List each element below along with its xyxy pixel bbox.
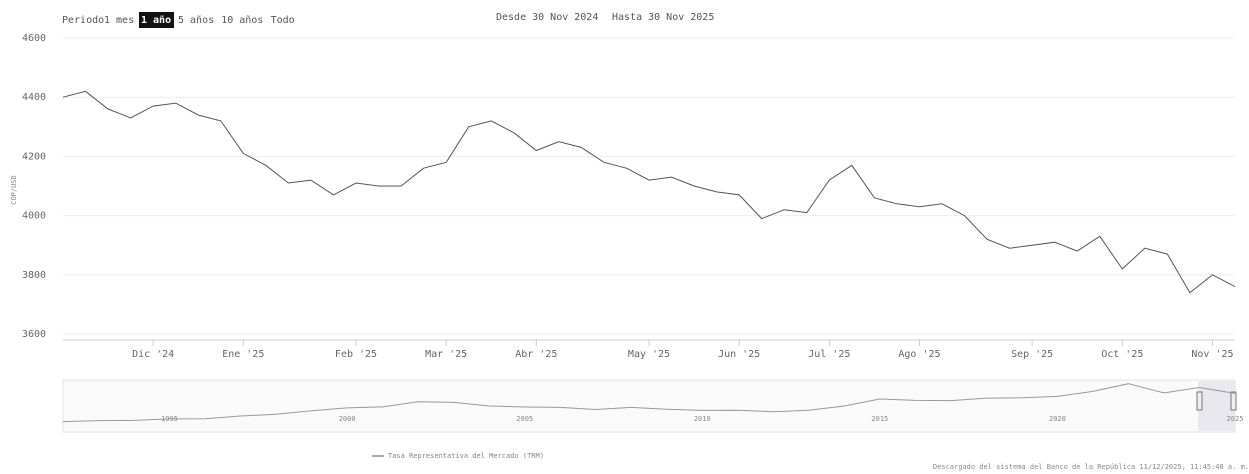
y-tick-label: 3600 <box>22 329 46 340</box>
range-button[interactable]: 1 mes <box>104 15 134 26</box>
range-button-bg[interactable] <box>139 12 174 28</box>
x-tick-label: Abr '25 <box>515 349 557 360</box>
x-tick-label: Feb '25 <box>335 349 377 360</box>
x-tick-label: Ene '25 <box>222 349 264 360</box>
navigator-label: 1995 <box>161 415 178 423</box>
y-axis-label: COP/USD <box>10 175 18 205</box>
navigator-line <box>62 383 1236 423</box>
navigator-selection[interactable] <box>1198 381 1235 431</box>
navigator-handle[interactable] <box>1196 391 1203 411</box>
period-label: Periodo <box>62 15 104 26</box>
x-tick-label: Mar '25 <box>425 349 467 360</box>
navigator-label: 2000 <box>339 415 356 423</box>
footer: Descargado del sistema del Banco de la R… <box>933 463 1249 471</box>
navigator-label: 2025 <box>1227 415 1244 423</box>
y-tick-label: 4600 <box>22 33 46 44</box>
y-tick-label: 4000 <box>22 211 46 222</box>
navigator-label: 2005 <box>516 415 533 423</box>
y-tick-label: 4400 <box>22 92 46 103</box>
x-tick-label: May '25 <box>628 349 670 360</box>
range-button[interactable]: 1 año <box>141 15 171 26</box>
navigator-label: 2015 <box>871 415 888 423</box>
x-tick-label: Sep '25 <box>1011 349 1053 360</box>
from-label: Desde 30 Nov 2024 <box>496 12 598 23</box>
x-tick-label: Ago '25 <box>898 349 940 360</box>
x-tick-label: Jul '25 <box>808 349 850 360</box>
x-tick-label: Jun '25 <box>718 349 760 360</box>
navigator-label: 2020 <box>1049 415 1066 423</box>
range-button[interactable]: 5 años <box>178 15 214 26</box>
legend-label[interactable]: Tasa Representativa del Mercado (TRM) <box>388 452 544 460</box>
x-tick-label: Nov '25 <box>1191 349 1233 360</box>
y-tick-label: 4200 <box>22 151 46 162</box>
x-tick-label: Dic '24 <box>132 349 174 360</box>
navigator-frame <box>62 379 1236 433</box>
y-tick-label: 3800 <box>22 270 46 281</box>
navigator-handle[interactable] <box>1230 391 1237 411</box>
series-line <box>62 90 1236 294</box>
range-button[interactable]: Todo <box>271 15 295 26</box>
navigator-label: 2010 <box>694 415 711 423</box>
to-label: Hasta 30 Nov 2025 <box>612 12 714 23</box>
range-button[interactable]: 10 años <box>221 15 263 26</box>
x-tick-label: Oct '25 <box>1101 349 1143 360</box>
